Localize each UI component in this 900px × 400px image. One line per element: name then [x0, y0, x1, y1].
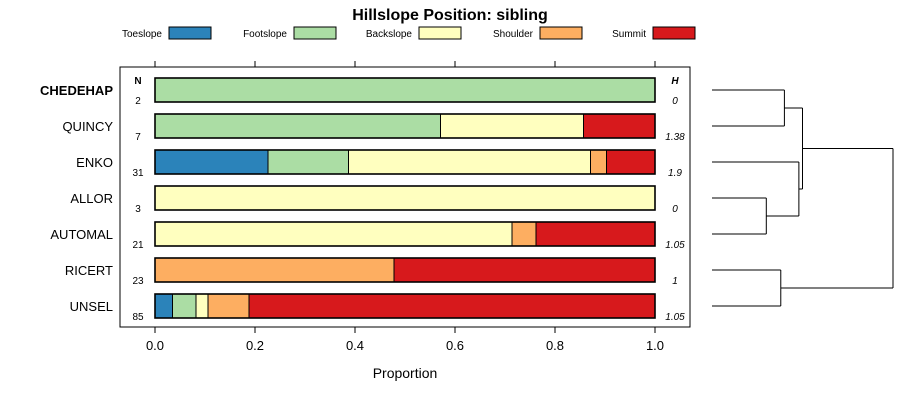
bar-row-quincy — [154, 113, 656, 139]
n-value-chedehap: 2 — [135, 96, 141, 107]
bar-row-chedehap — [154, 77, 656, 103]
bar-segment-unsel-summit — [248, 293, 656, 319]
bar-segment-automal-shoulder — [511, 221, 537, 247]
h-header: H — [671, 76, 679, 87]
h-value-allor: 0 — [672, 204, 678, 215]
h-value-enko: 1.9 — [668, 168, 682, 179]
x-tick-label: 0.4 — [346, 338, 364, 353]
n-value-enko: 31 — [132, 168, 144, 179]
legend: Toeslope Footslope Backslope Shoulder Summit — [122, 26, 696, 40]
x-axis-label: Proportion — [373, 365, 438, 381]
bar-outline-automal — [154, 221, 656, 247]
bar-segment-unsel-toeslope — [154, 293, 173, 319]
legend-label-backslope: Backslope — [366, 29, 413, 40]
n-value-automal: 21 — [132, 240, 144, 251]
category-label-chedehap: CHEDEHAP — [40, 83, 113, 98]
bar-segment-ricert-shoulder — [154, 257, 395, 283]
bar-outline-enko — [154, 149, 656, 175]
bar-row-automal — [154, 221, 656, 247]
bar-segment-unsel-backslope — [195, 293, 209, 319]
chart-title: Hillslope Position: sibling — [352, 7, 548, 24]
legend-label-shoulder: Shoulder — [493, 29, 534, 40]
bar-segment-chedehap-footslope — [154, 77, 656, 103]
n-header: N — [134, 76, 141, 87]
bar-segment-unsel-footslope — [172, 293, 197, 319]
x-tick-label: 0.8 — [546, 338, 564, 353]
bar-segment-unsel-shoulder — [207, 293, 250, 319]
bar-row-unsel — [154, 293, 656, 319]
bar-segment-enko-footslope — [267, 149, 349, 175]
bar-segment-enko-toeslope — [154, 149, 269, 175]
legend-swatch-backslope — [418, 26, 462, 40]
legend-label-toeslope: Toeslope — [122, 29, 162, 40]
x-tick-label: 1.0 — [646, 338, 664, 353]
bar-segment-automal-backslope — [154, 221, 513, 247]
n-value-ricert: 23 — [132, 276, 144, 287]
bar-outline-ricert — [154, 257, 656, 283]
bar-row-enko — [154, 149, 656, 175]
top-ticks — [154, 61, 656, 67]
bar-segment-quincy-backslope — [440, 113, 584, 139]
category-label-quincy: QUINCY — [62, 119, 113, 134]
x-tick-label: 0.6 — [446, 338, 464, 353]
bar-segment-quincy-summit — [583, 113, 656, 139]
legend-label-footslope: Footslope — [243, 29, 287, 40]
bar-outline-unsel — [154, 293, 656, 319]
dendrogram — [712, 89, 894, 307]
bar-segment-ricert-summit — [393, 257, 656, 283]
h-value-unsel: 1.05 — [665, 312, 685, 323]
x-tick-label: 0.2 — [246, 338, 264, 353]
h-value-chedehap: 0 — [672, 96, 678, 107]
bar-outline-allor — [154, 185, 656, 211]
h-value-quincy: 1.38 — [665, 132, 685, 143]
category-label-ricert: RICERT — [65, 263, 113, 278]
bar-segment-quincy-footslope — [154, 113, 441, 139]
bar-row-ricert — [154, 257, 656, 283]
legend-label-summit: Summit — [612, 29, 646, 40]
legend-swatch-shoulder — [539, 26, 583, 40]
bar-outline-quincy — [154, 113, 656, 139]
category-label-unsel: UNSEL — [70, 299, 113, 314]
h-value-automal: 1.05 — [665, 240, 685, 251]
h-value-ricert: 1 — [672, 276, 678, 287]
n-value-allor: 3 — [135, 204, 141, 215]
legend-swatch-footslope — [293, 26, 337, 40]
bar-segment-enko-shoulder — [590, 149, 607, 175]
n-value-unsel: 85 — [132, 312, 144, 323]
legend-swatch-toeslope — [168, 26, 212, 40]
n-value-quincy: 7 — [135, 132, 141, 143]
plot-frame — [119, 66, 691, 328]
bar-segment-enko-backslope — [348, 149, 591, 175]
bar-segment-automal-summit — [535, 221, 656, 247]
category-label-automal: AUTOMAL — [50, 227, 113, 242]
bar-segment-allor-backslope — [154, 185, 656, 211]
category-label-enko: ENKO — [76, 155, 113, 170]
x-tick-label: 0.0 — [146, 338, 164, 353]
bar-row-allor — [154, 185, 656, 211]
legend-swatch-summit — [652, 26, 696, 40]
row-labels: CHEDEHAP 2 0 QUINCY 7 1.38 ENKO 31 1.9 ALLOR 3 0 AUT… — [40, 83, 685, 323]
bar-segment-enko-summit — [606, 149, 656, 175]
bars — [154, 77, 656, 319]
bar-outline-chedehap — [154, 77, 656, 103]
category-label-allor: ALLOR — [70, 191, 113, 206]
bottom-ticks: 0.0 0.2 0.4 0.6 0.8 1.0 — [146, 327, 664, 353]
